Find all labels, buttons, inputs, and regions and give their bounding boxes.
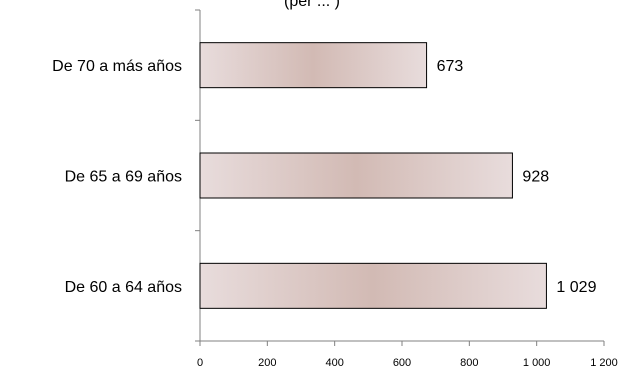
value-label: 928	[522, 169, 549, 186]
x-tick-label: 800	[460, 357, 478, 369]
value-label: 1 029	[556, 279, 596, 296]
x-tick-label: 1 200	[590, 357, 618, 369]
bar	[199, 262, 547, 309]
value-label: 673	[437, 58, 464, 75]
x-tick-label: 1 000	[523, 357, 551, 369]
bar	[199, 152, 513, 199]
category-label: De 70 a más años	[52, 58, 182, 75]
chart-title-fragment: (per ... )	[284, 0, 340, 10]
x-tick-label: 600	[393, 357, 411, 369]
x-tick-label: 400	[325, 357, 343, 369]
category-label: De 65 a 69 años	[65, 169, 182, 186]
plot-area: 0 200 400 600 800 1 000 1 200 De 70 a más años 6…	[52, 9, 618, 369]
x-tick-label: 0	[197, 357, 203, 369]
x-tick-label: 200	[258, 357, 276, 369]
category-label: De 60 a 64 años	[65, 279, 182, 296]
bar	[199, 42, 428, 89]
